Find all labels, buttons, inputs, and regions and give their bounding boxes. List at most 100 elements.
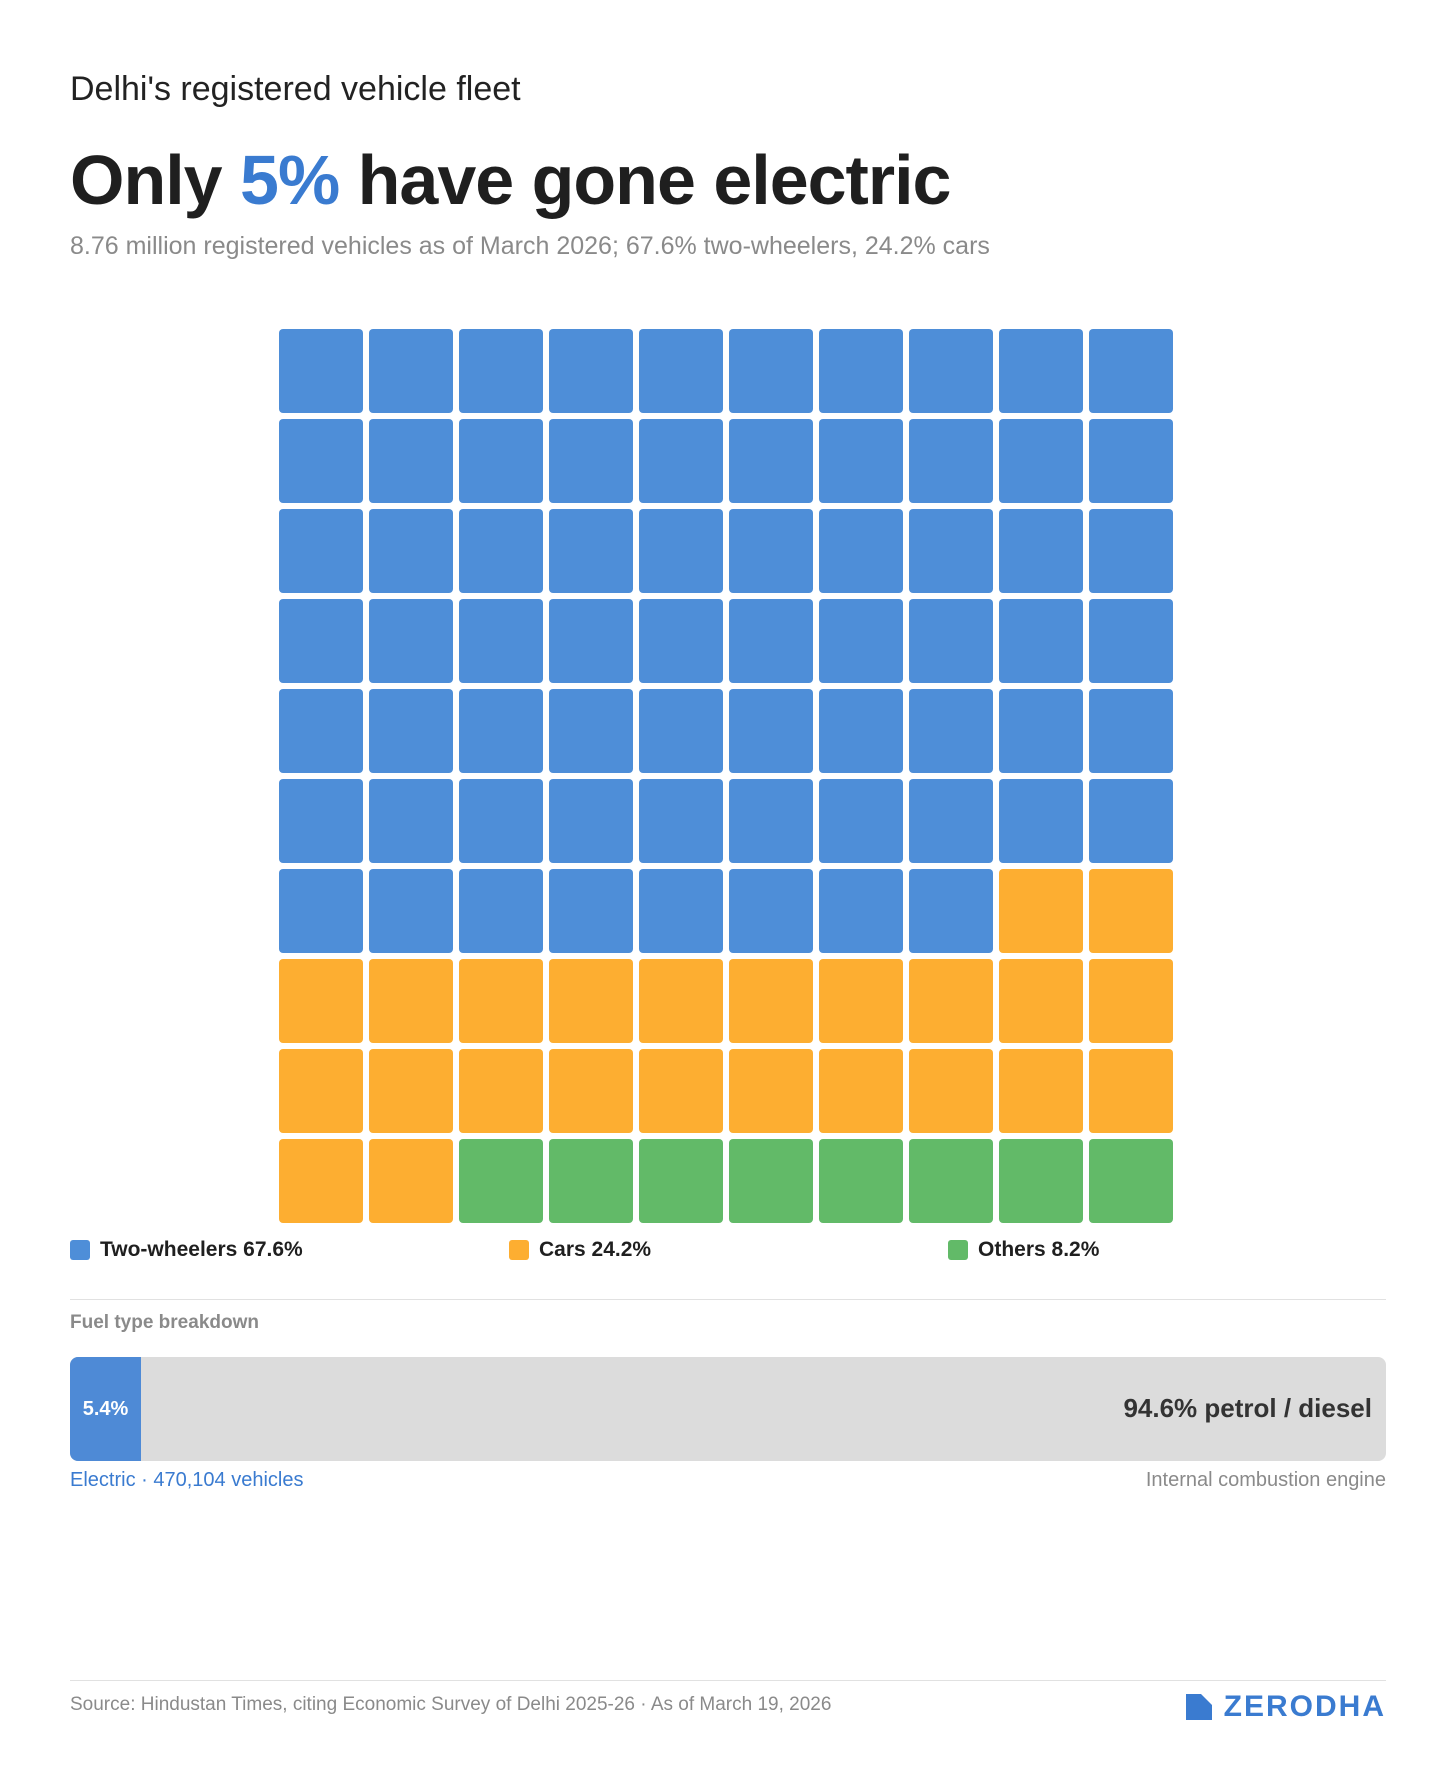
fuel-bar-track xyxy=(70,1357,1386,1461)
headline: Only 5% have gone electric xyxy=(70,140,952,220)
headline-post: have gone electric xyxy=(339,141,952,219)
waffle-cell-others xyxy=(729,1139,813,1223)
waffle-cell-two-wheelers xyxy=(729,509,813,593)
electric-note: Electric · 470,104 vehicles xyxy=(70,1469,304,1491)
legend-swatch-others xyxy=(948,1240,968,1260)
waffle-cell-two-wheelers xyxy=(729,869,813,953)
waffle-cell-cars xyxy=(1089,1049,1173,1133)
waffle-cell-cars xyxy=(639,959,723,1043)
waffle-cell-cars xyxy=(369,959,453,1043)
source-note: Source: Hindustan Times, citing Economic… xyxy=(70,1694,832,1715)
waffle-cell-cars xyxy=(279,959,363,1043)
waffle-cell-two-wheelers xyxy=(1089,689,1173,773)
waffle-cell-two-wheelers xyxy=(1089,779,1173,863)
waffle-cell-cars xyxy=(729,959,813,1043)
waffle-cell-cars xyxy=(369,1139,453,1223)
waffle-cell-two-wheelers xyxy=(279,509,363,593)
waffle-cell-cars xyxy=(909,1049,993,1133)
waffle-cell-two-wheelers xyxy=(999,329,1083,413)
legend-two-wheelers: Two-wheelers 67.6% xyxy=(70,1238,303,1262)
kicker: Delhi's registered vehicle fleet xyxy=(70,70,521,108)
waffle-cell-cars xyxy=(1089,959,1173,1043)
waffle-cell-cars xyxy=(639,1049,723,1133)
waffle-cell-two-wheelers xyxy=(729,599,813,683)
fuel-bar-electric: 5.4% xyxy=(70,1357,141,1461)
brand-name: ZERODHA xyxy=(1223,1690,1386,1723)
legend-swatch-cars xyxy=(509,1240,529,1260)
legend-label-two-wheelers: Two-wheelers 67.6% xyxy=(100,1238,303,1261)
waffle-cell-two-wheelers xyxy=(369,779,453,863)
waffle-cell-two-wheelers xyxy=(999,779,1083,863)
waffle-cell-cars xyxy=(999,959,1083,1043)
waffle-cell-two-wheelers xyxy=(819,599,903,683)
waffle-cell-two-wheelers xyxy=(549,689,633,773)
waffle-cell-two-wheelers xyxy=(639,509,723,593)
waffle-cell-two-wheelers xyxy=(549,419,633,503)
legend-label-others: Others 8.2% xyxy=(978,1238,1100,1261)
waffle-cell-two-wheelers xyxy=(909,689,993,773)
waffle-cell-two-wheelers xyxy=(459,509,543,593)
legend-swatch-two-wheelers xyxy=(70,1240,90,1260)
waffle-cell-cars xyxy=(999,869,1083,953)
legend-others: Others 8.2% xyxy=(948,1238,1099,1262)
waffle-cell-cars xyxy=(279,1139,363,1223)
fuel-bar-ice-label: 94.6% petrol / diesel xyxy=(1123,1393,1372,1423)
waffle-cell-two-wheelers xyxy=(909,329,993,413)
waffle-chart xyxy=(279,329,1179,1229)
waffle-cell-two-wheelers xyxy=(819,779,903,863)
waffle-cell-two-wheelers xyxy=(999,419,1083,503)
waffle-cell-two-wheelers xyxy=(1089,599,1173,683)
waffle-cell-cars xyxy=(819,959,903,1043)
divider-bottom xyxy=(70,1680,1386,1681)
waffle-cell-two-wheelers xyxy=(999,599,1083,683)
waffle-cell-cars xyxy=(999,1049,1083,1133)
waffle-cell-two-wheelers xyxy=(459,419,543,503)
waffle-cell-two-wheelers xyxy=(819,689,903,773)
waffle-cell-two-wheelers xyxy=(909,599,993,683)
waffle-cell-two-wheelers xyxy=(729,689,813,773)
waffle-cell-two-wheelers xyxy=(639,329,723,413)
waffle-cell-two-wheelers xyxy=(369,689,453,773)
waffle-cell-two-wheelers xyxy=(819,509,903,593)
waffle-cell-two-wheelers xyxy=(459,869,543,953)
zerodha-mark-icon xyxy=(1185,1694,1212,1720)
waffle-cell-two-wheelers xyxy=(369,329,453,413)
waffle-cell-others xyxy=(639,1139,723,1223)
waffle-cell-two-wheelers xyxy=(549,869,633,953)
waffle-cell-two-wheelers xyxy=(279,689,363,773)
waffle-cell-cars xyxy=(729,1049,813,1133)
waffle-cell-cars xyxy=(549,959,633,1043)
waffle-cell-two-wheelers xyxy=(909,419,993,503)
waffle-cell-others xyxy=(459,1139,543,1223)
waffle-cell-two-wheelers xyxy=(549,509,633,593)
waffle-cell-two-wheelers xyxy=(639,419,723,503)
waffle-cell-two-wheelers xyxy=(729,329,813,413)
waffle-cell-others xyxy=(909,1139,993,1223)
waffle-cell-two-wheelers xyxy=(639,689,723,773)
waffle-cell-two-wheelers xyxy=(459,329,543,413)
waffle-cell-two-wheelers xyxy=(999,509,1083,593)
waffle-cell-cars xyxy=(819,1049,903,1133)
waffle-cell-two-wheelers xyxy=(729,779,813,863)
waffle-cell-two-wheelers xyxy=(369,509,453,593)
subtitle: 8.76 million registered vehicles as of M… xyxy=(70,232,990,260)
waffle-cell-two-wheelers xyxy=(459,689,543,773)
waffle-cell-cars xyxy=(1089,869,1173,953)
waffle-cell-two-wheelers xyxy=(549,599,633,683)
waffle-cell-two-wheelers xyxy=(909,509,993,593)
waffle-cell-two-wheelers xyxy=(459,599,543,683)
waffle-cell-two-wheelers xyxy=(549,329,633,413)
waffle-cell-two-wheelers xyxy=(369,599,453,683)
waffle-cell-two-wheelers xyxy=(1089,419,1173,503)
headline-highlight: 5% xyxy=(240,141,340,219)
waffle-cell-two-wheelers xyxy=(369,419,453,503)
ice-note: Internal combustion engine xyxy=(1145,1469,1386,1491)
waffle-cell-two-wheelers xyxy=(819,869,903,953)
legend-label-cars: Cars 24.2% xyxy=(539,1238,652,1261)
waffle-cell-two-wheelers xyxy=(819,419,903,503)
waffle-cell-others xyxy=(819,1139,903,1223)
waffle-cell-two-wheelers xyxy=(909,869,993,953)
fuel-section-label: Fuel type breakdown xyxy=(70,1312,259,1333)
waffle-cell-two-wheelers xyxy=(279,869,363,953)
waffle-cell-others xyxy=(549,1139,633,1223)
